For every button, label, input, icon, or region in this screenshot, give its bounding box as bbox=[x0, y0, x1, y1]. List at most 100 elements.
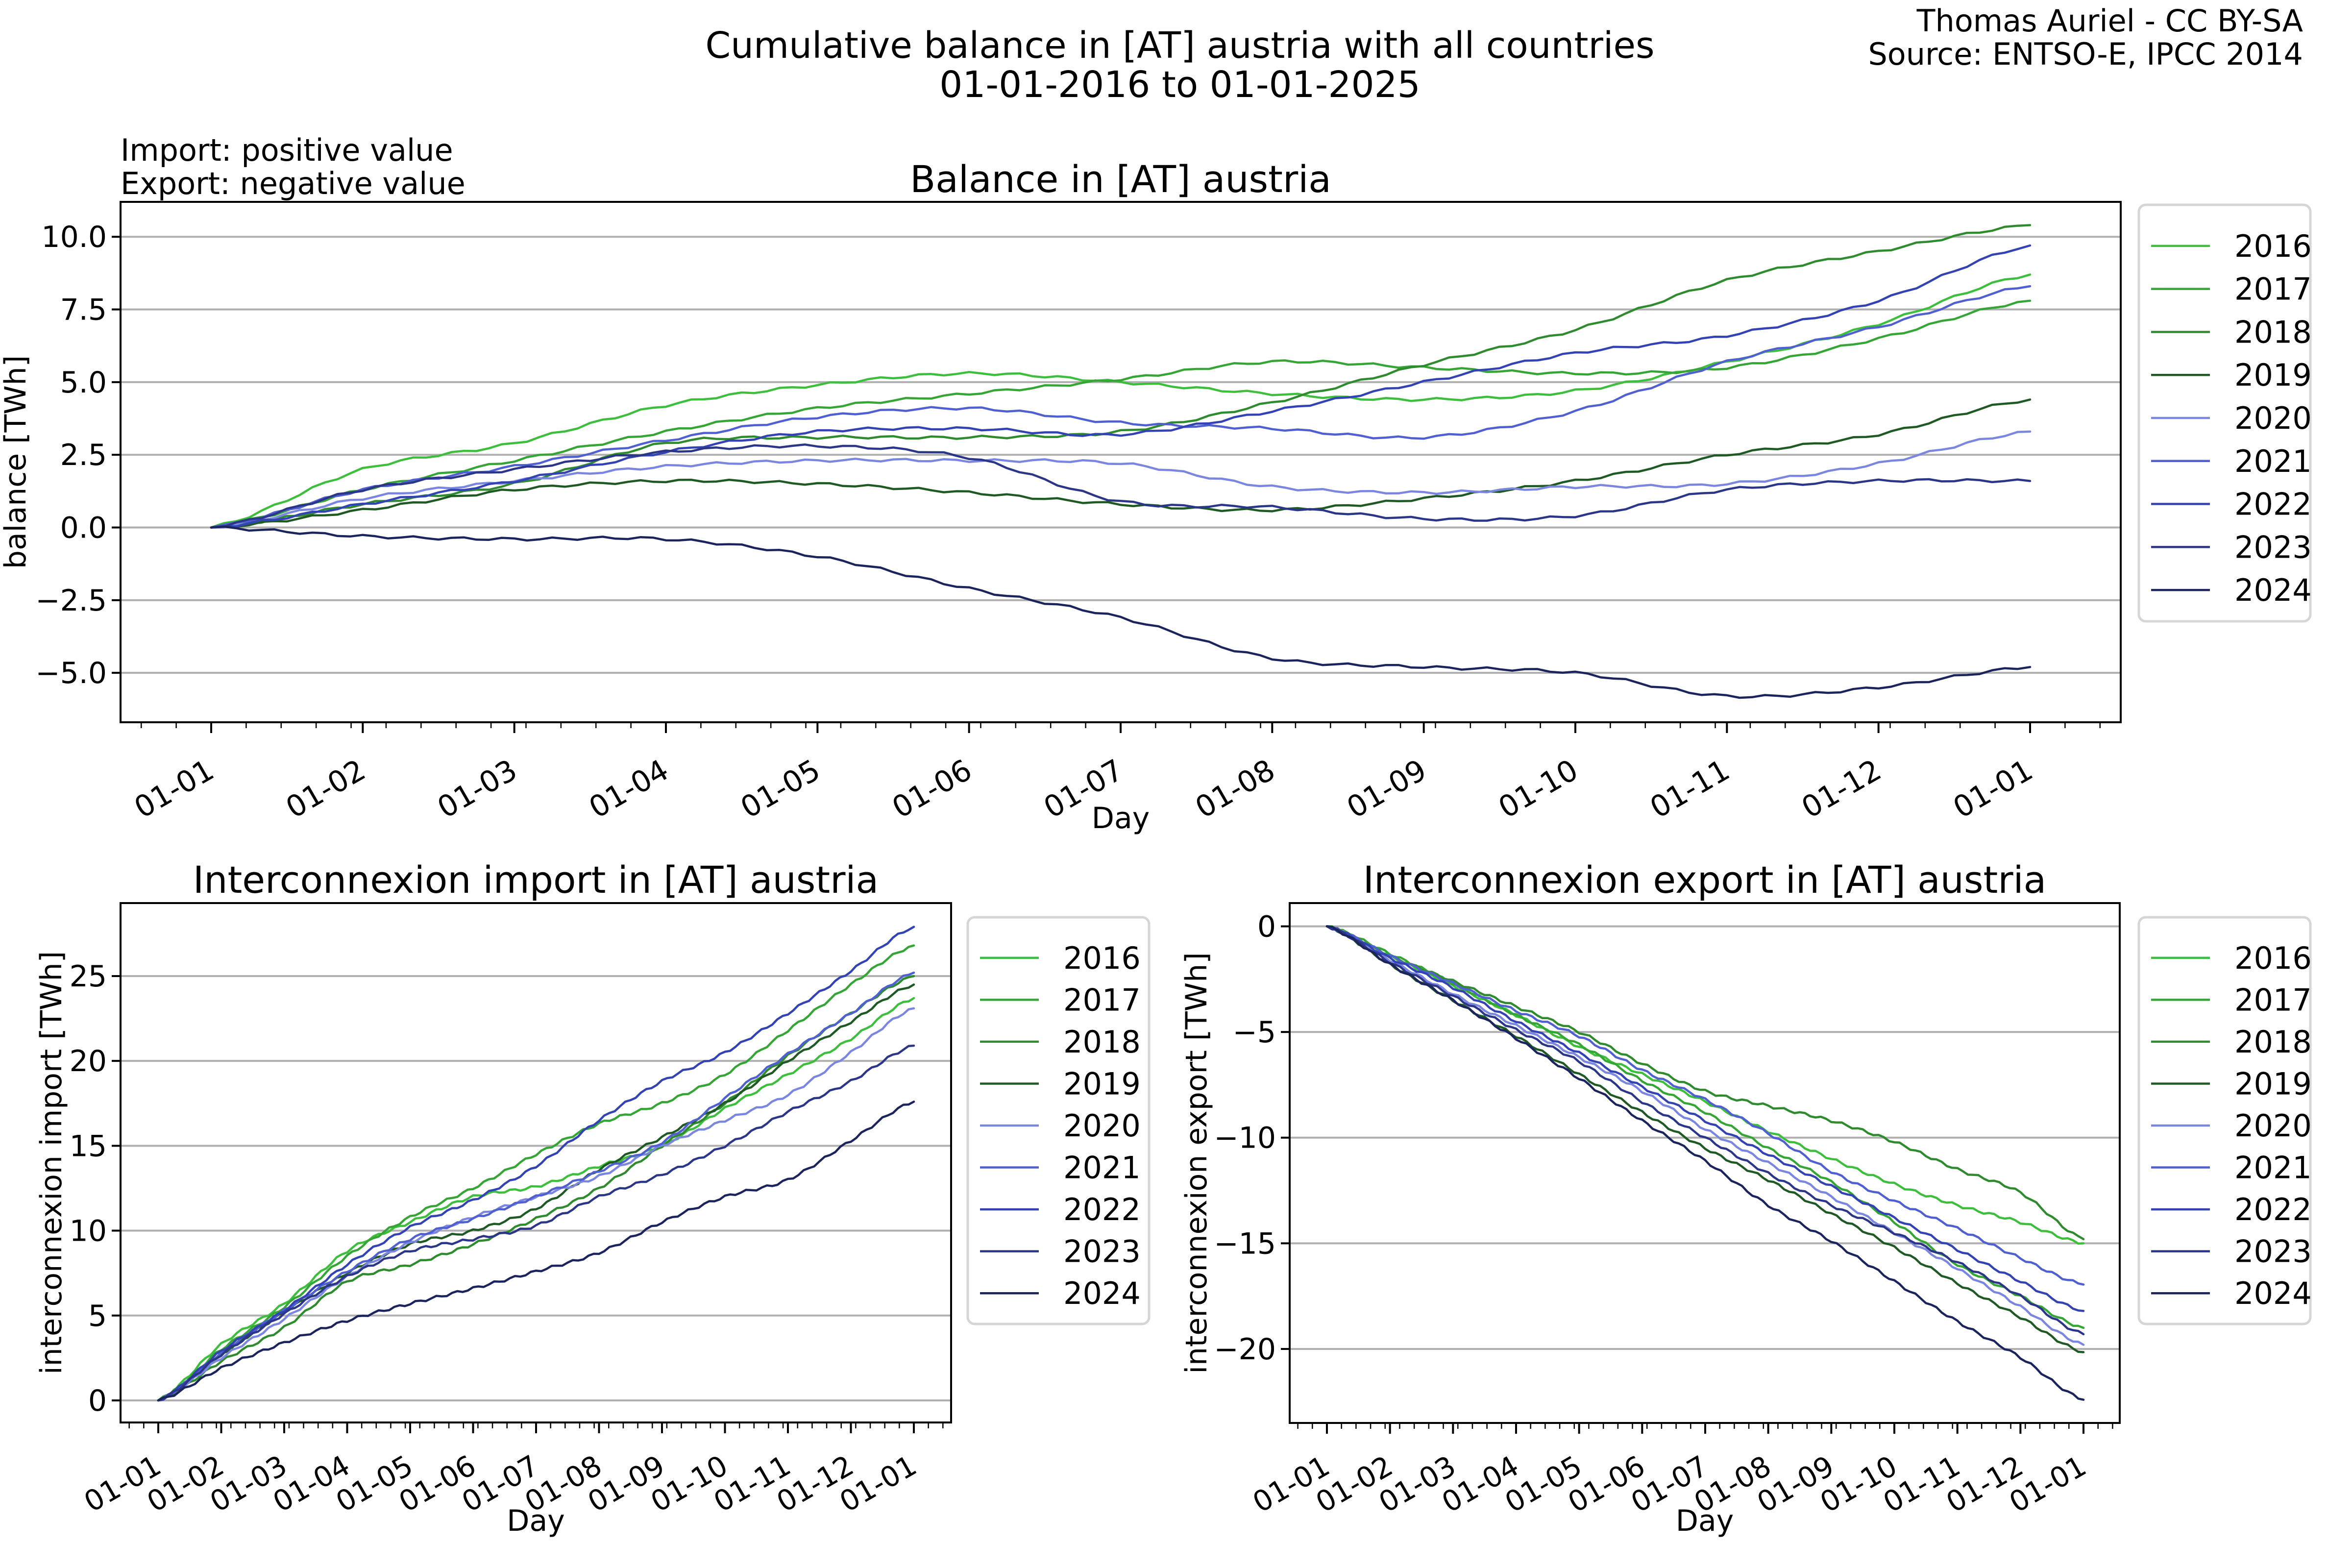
export-legend-item[interactable]: 2016 bbox=[2151, 940, 2312, 976]
export-legend-item[interactable]: 2023 bbox=[2151, 1234, 2312, 1270]
export-chart-title: Interconnexion export in [AT] austria bbox=[1363, 858, 2047, 902]
balance-legend-label: 2017 bbox=[2234, 271, 2312, 307]
export-ytick-label: −10 bbox=[1214, 1121, 1276, 1155]
import-legend-item[interactable]: 2018 bbox=[980, 1024, 1141, 1060]
export-ytick-label: −15 bbox=[1214, 1226, 1276, 1261]
balance-legend-label: 2018 bbox=[2234, 314, 2312, 350]
balance-legend-label: 2019 bbox=[2234, 357, 2312, 393]
import-legend-label: 2024 bbox=[1063, 1275, 1141, 1311]
export-legend-label: 2023 bbox=[2234, 1234, 2312, 1270]
export-series-2017 bbox=[1325, 925, 2085, 1329]
import-legend-label: 2022 bbox=[1063, 1192, 1141, 1227]
balance-legend-item[interactable]: 2023 bbox=[2151, 529, 2312, 565]
import-ytick-label: 10 bbox=[70, 1214, 107, 1249]
import-legend-item[interactable]: 2022 bbox=[980, 1192, 1141, 1227]
export-legend-item[interactable]: 2021 bbox=[2151, 1150, 2312, 1186]
balance-series-2019 bbox=[210, 398, 2032, 529]
export-legend-item[interactable]: 2018 bbox=[2151, 1024, 2312, 1060]
import-series-2022 bbox=[157, 926, 915, 1402]
import-legend-item[interactable]: 2016 bbox=[980, 940, 1141, 976]
import-legend-label: 2017 bbox=[1063, 982, 1141, 1018]
balance-legend-box bbox=[2137, 203, 2312, 623]
balance-plot-area bbox=[121, 202, 2121, 722]
import-ytick-label: 5 bbox=[88, 1299, 107, 1333]
import-sign-note: Import: positive value bbox=[121, 132, 453, 168]
balance-legend-label: 2023 bbox=[2234, 529, 2312, 565]
balance-legend-item[interactable]: 2018 bbox=[2151, 314, 2312, 350]
import-legend-item[interactable]: 2021 bbox=[980, 1150, 1141, 1186]
balance-y-axis-label: balance [TWh] bbox=[0, 355, 33, 569]
export-series-2018 bbox=[1325, 925, 2085, 1241]
credit-author: Thomas Auriel - CC BY-SA bbox=[1916, 3, 2303, 39]
balance-legend-label: 2021 bbox=[2234, 443, 2312, 479]
import-ytick-label: 20 bbox=[70, 1044, 107, 1078]
export-legend-item[interactable]: 2024 bbox=[2151, 1275, 2312, 1311]
balance-legend-label: 2022 bbox=[2234, 487, 2312, 522]
import-series-2020 bbox=[157, 1007, 915, 1402]
balance-series-2017 bbox=[210, 299, 2032, 529]
balance-x-axis-label: Day bbox=[1092, 801, 1150, 835]
export-legend-label: 2018 bbox=[2234, 1024, 2312, 1060]
balance-legend: 2016 2017 2018 2019 2020 2021 2022 2023 2024 bbox=[2137, 203, 2312, 623]
import-series-2018 bbox=[157, 975, 915, 1402]
import-x-axis-label: Day bbox=[507, 1504, 564, 1538]
import-legend-item[interactable]: 2023 bbox=[980, 1234, 1141, 1270]
import-legend-label: 2016 bbox=[1063, 940, 1141, 976]
balance-legend-item[interactable]: 2024 bbox=[2151, 572, 2312, 608]
balance-legend-item[interactable]: 2022 bbox=[2151, 487, 2312, 522]
export-series-2023 bbox=[1325, 925, 2085, 1336]
balance-ytick-label: 5.0 bbox=[60, 366, 107, 400]
figure-suptitle-line2: 01-01-2016 to 01-01-2025 bbox=[939, 64, 1420, 106]
balance-ytick-label: 10.0 bbox=[41, 220, 107, 254]
balance-ytick-label: −2.5 bbox=[35, 584, 107, 618]
export-y-axis-label: interconnexion export [TWh] bbox=[1179, 952, 1214, 1373]
import-legend-label: 2020 bbox=[1063, 1108, 1141, 1144]
export-legend-label: 2022 bbox=[2234, 1192, 2312, 1227]
balance-legend-item[interactable]: 2019 bbox=[2151, 357, 2312, 393]
balance-legend-label: 2016 bbox=[2234, 228, 2312, 264]
import-legend-label: 2023 bbox=[1063, 1234, 1141, 1270]
export-legend-label: 2017 bbox=[2234, 982, 2312, 1018]
export-legend-box bbox=[2137, 916, 2312, 1325]
export-legend-item[interactable]: 2019 bbox=[2151, 1066, 2312, 1102]
balance-ytick-label: 7.5 bbox=[60, 293, 107, 327]
balance-legend-item[interactable]: 2017 bbox=[2151, 271, 2312, 307]
export-series-2020 bbox=[1325, 925, 2085, 1346]
import-legend-item[interactable]: 2024 bbox=[980, 1275, 1141, 1311]
import-series-2016 bbox=[157, 997, 915, 1402]
import-legend-label: 2018 bbox=[1063, 1024, 1141, 1060]
import-series-2021 bbox=[157, 971, 915, 1402]
balance-ytick-label: −5.0 bbox=[35, 656, 107, 690]
balance-series-2022 bbox=[210, 244, 2032, 529]
balance-legend-item[interactable]: 2021 bbox=[2151, 443, 2312, 479]
export-ytick-label: −20 bbox=[1214, 1332, 1276, 1367]
export-plot-area bbox=[1290, 903, 2120, 1423]
export-sign-note: Export: negative value bbox=[121, 166, 466, 201]
import-legend-label: 2019 bbox=[1063, 1066, 1141, 1102]
export-series-2024 bbox=[1325, 925, 2085, 1401]
import-ytick-label: 15 bbox=[70, 1129, 107, 1163]
export-series-2021 bbox=[1325, 925, 2085, 1286]
balance-legend-item[interactable]: 2020 bbox=[2151, 400, 2312, 436]
import-legend-label: 2021 bbox=[1063, 1150, 1141, 1186]
credit-source: Source: ENTSO-E, IPCC 2014 bbox=[1868, 36, 2303, 72]
export-ytick-label: 0 bbox=[1257, 909, 1276, 944]
balance-legend-label: 2020 bbox=[2234, 400, 2312, 436]
export-legend-item[interactable]: 2022 bbox=[2151, 1192, 2312, 1227]
export-legend-label: 2019 bbox=[2234, 1066, 2312, 1102]
export-legend-item[interactable]: 2020 bbox=[2151, 1108, 2312, 1144]
import-series-2024 bbox=[157, 1101, 915, 1402]
import-legend-item[interactable]: 2019 bbox=[980, 1066, 1141, 1102]
import-chart-title: Interconnexion import in [AT] austria bbox=[193, 858, 879, 902]
balance-ytick-label: 2.5 bbox=[60, 438, 107, 472]
export-legend-label: 2021 bbox=[2234, 1150, 2312, 1186]
balance-series-2024 bbox=[210, 525, 2032, 699]
balance-legend-item[interactable]: 2016 bbox=[2151, 228, 2312, 264]
export-legend-item[interactable]: 2017 bbox=[2151, 982, 2312, 1018]
import-y-axis-label: interconnexion import [TWh] bbox=[34, 951, 69, 1374]
balance-chart-title: Balance in [AT] austria bbox=[910, 157, 1331, 201]
import-legend-item[interactable]: 2020 bbox=[980, 1108, 1141, 1144]
import-ytick-label: 0 bbox=[88, 1384, 107, 1418]
import-legend-item[interactable]: 2017 bbox=[980, 982, 1141, 1018]
balance-ytick-label: 0.0 bbox=[60, 511, 107, 545]
